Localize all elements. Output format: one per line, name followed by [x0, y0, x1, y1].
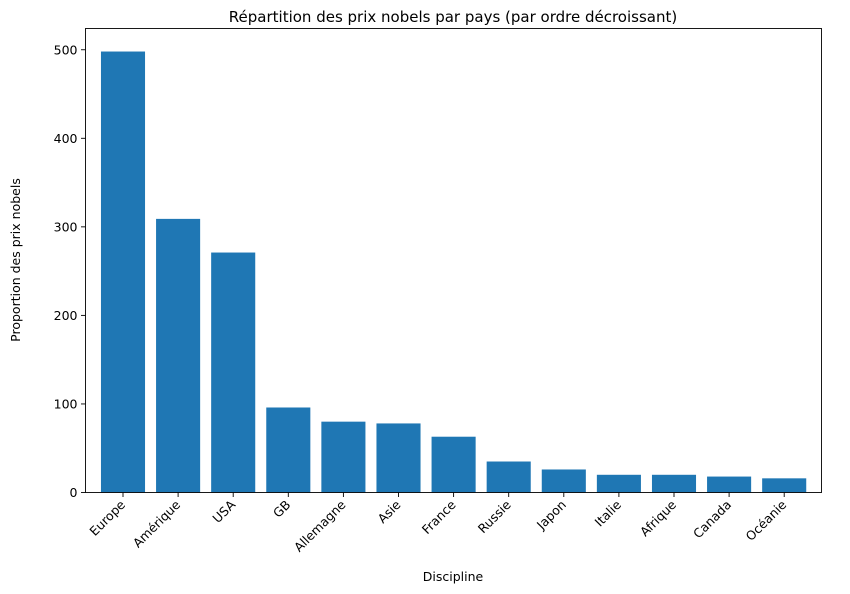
x-axis-label: Discipline — [423, 569, 484, 584]
bar-europe — [100, 51, 146, 493]
y-tick-label: 400 — [54, 131, 78, 146]
x-tick-label: Russie — [475, 497, 514, 536]
y-axis-label: Proportion des prix nobels — [8, 178, 23, 342]
x-tick-label: Canada — [690, 497, 734, 541]
x-tick-label: GB — [270, 497, 294, 521]
y-tick-label: 200 — [54, 308, 78, 323]
bar-asie — [376, 423, 421, 493]
x-tick-label: USA — [209, 497, 238, 526]
bar-russie — [486, 461, 531, 493]
x-tick-label: France — [419, 497, 459, 537]
bar-france — [431, 436, 476, 493]
chart-title: Répartition des prix nobels par pays (pa… — [229, 8, 677, 26]
bar-usa — [211, 252, 256, 493]
x-tick-label: Afrique — [637, 497, 679, 539]
x-tick-label: Japon — [533, 497, 569, 533]
x-tick-label: Amérique — [130, 497, 184, 551]
bar-amérique — [156, 218, 201, 493]
bar-océanie — [762, 478, 807, 493]
x-tick-label: Allemagne — [291, 497, 349, 555]
y-tick-label: 300 — [54, 219, 78, 234]
x-tick-label: Italie — [592, 497, 625, 530]
bar-italie — [596, 474, 641, 493]
bar-canada — [707, 476, 752, 493]
y-tick-label: 500 — [54, 42, 78, 57]
bar-gb — [266, 407, 311, 493]
x-tick-label: Europe — [86, 497, 128, 539]
y-tick-label: 100 — [54, 396, 78, 411]
y-tick-label: 0 — [70, 485, 78, 500]
x-tick-label: Océanie — [743, 497, 790, 544]
bar-japon — [541, 469, 586, 493]
bar-allemagne — [321, 421, 366, 493]
y-axis-ticks: 0 100 200 300 400 500 — [54, 42, 86, 500]
bar-afrique — [651, 474, 697, 493]
plot-frame — [85, 28, 822, 493]
x-tick-label: Asie — [374, 497, 403, 526]
bars-group — [100, 51, 807, 493]
